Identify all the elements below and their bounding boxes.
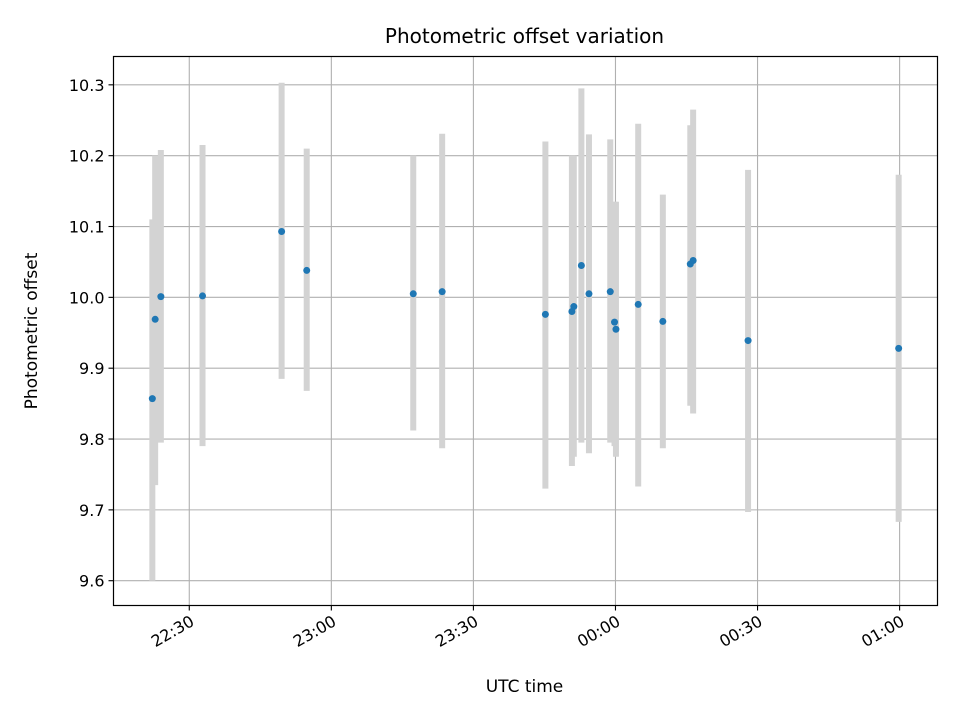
data-point [895,344,903,352]
data-point [659,317,667,325]
data-point [409,290,417,298]
data-points [148,227,903,403]
data-point [611,318,619,326]
data-point [577,261,585,269]
data-point [278,227,286,235]
data-point [303,266,311,274]
data-point [199,292,207,300]
data-point [744,337,752,345]
y-axis-ticks: 9.6 9.7 9.8 9.9 10.0 10.1 10.2 10.3 [69,76,114,591]
data-point [570,303,578,311]
plot-frame [112,55,939,607]
x-axis-ticks: 22:30 23:00 23:30 00:00 00:30 01:00 [148,605,908,652]
data-point [157,293,165,301]
data-point [606,288,614,296]
x-tick-label: 00:00 [574,612,623,652]
y-tick-label: 9.9 [79,359,104,378]
x-tick-label: 23:00 [290,612,339,652]
y-tick-label: 9.7 [79,501,104,520]
data-point [585,290,593,298]
data-point [689,257,697,265]
y-tick-label: 10.1 [69,218,105,237]
y-tick-label: 10.3 [69,76,105,95]
grid [113,56,938,606]
error-bars [149,82,902,581]
x-tick-label: 01:00 [858,612,907,652]
data-point [151,315,159,323]
chart-title: Photometric offset variation [385,24,664,48]
data-point [148,395,156,403]
y-tick-label: 10.2 [69,147,105,166]
data-point [634,300,642,308]
x-tick-label: 23:30 [432,612,481,652]
x-tick-label: 00:30 [716,612,765,652]
data-point [438,288,446,296]
y-axis-title: Photometric offset [22,252,42,409]
data-point [541,310,549,318]
x-tick-label: 22:30 [148,612,197,652]
x-axis-title: UTC time [486,677,564,697]
y-tick-label: 9.8 [79,430,104,449]
y-tick-label: 10.0 [69,288,105,307]
y-tick-label: 9.6 [79,572,104,591]
data-point [612,325,620,333]
